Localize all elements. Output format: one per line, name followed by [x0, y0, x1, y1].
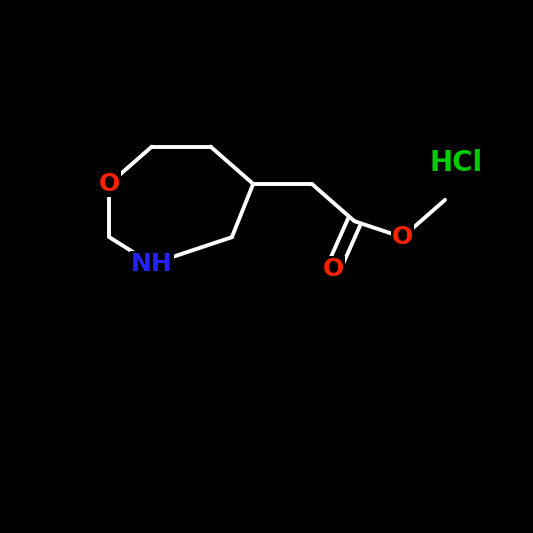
Text: HCl: HCl [429, 149, 482, 176]
Text: O: O [392, 225, 413, 249]
Text: O: O [322, 257, 344, 281]
Text: O: O [99, 172, 120, 196]
Text: NH: NH [131, 252, 173, 276]
